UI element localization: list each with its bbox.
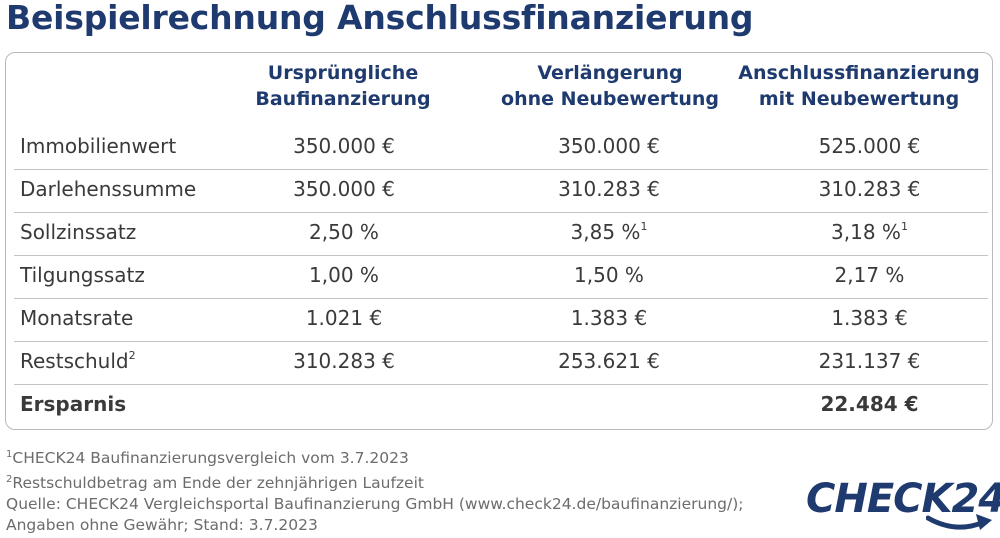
table-cell: 1.383 € [570,306,648,330]
column-header-line: Anschlussfinanzierung [738,62,980,84]
source-note: Quelle: CHECK24 Vergleichsportal Baufina… [6,495,744,513]
footnote-1: 1CHECK24 Baufinanzierungsvergleich vom 3… [6,449,409,467]
table-cell: 3,85 %1 [570,220,648,244]
column-header-extension: Verlängerung ohne Neubewertung [485,60,735,112]
logo-text: CHECK24 [806,476,1000,522]
table-row: Monatsrate 1.021 € 1.383 € 1.383 € [14,299,988,342]
footnotes: 1CHECK24 Baufinanzierungsvergleich vom 3… [6,444,743,536]
table-cell: 1.021 € [305,306,383,330]
savings-value: 22.484 € [820,392,919,416]
row-label: Restschuld2 [20,349,136,373]
table-cell: 1.383 € [831,306,908,330]
table-cell: 310.283 € [818,177,921,201]
table-cell: 350.000 € [293,134,395,158]
column-header-original: Ursprüngliche Baufinanzierung [238,60,448,112]
footnote-2: 2Restschuldbetrag am Ende der zehnjährig… [6,474,424,492]
table-cell: 231.137 € [818,349,921,373]
page-title: Beispielrechnung Anschlussfinanzierung [6,0,754,37]
table-cell: 1,00 % [309,263,379,287]
savings-row: Ersparnis 22.484 € [14,385,988,427]
row-label: Monatsrate [20,306,134,330]
table-row: Sollzinssatz 2,50 % 3,85 %1 3,18 %1 [14,213,988,256]
table-cell: 2,50 % [309,220,379,244]
check24-logo: CHECK24 [806,476,1000,534]
table-cell: 350.000 € [558,134,660,158]
swoosh-arrow-icon [926,514,992,530]
row-label: Immobilienwert [20,134,177,158]
table-cell: 253.621 € [558,349,660,373]
table-row: Tilgungssatz 1,00 % 1,50 % 2,17 % [14,256,988,299]
column-header-line: mit Neubewertung [758,88,960,110]
table-cell: 525.000 € [818,134,921,158]
table-cell: 310.283 € [558,177,660,201]
column-header-line: ohne Neubewertung [501,88,719,110]
savings-label: Ersparnis [20,392,127,416]
table-row: Darlehenssumme 350.000 € 310.283 € 310.2… [14,170,988,213]
row-label: Sollzinssatz [20,220,137,244]
table-cell: 310.283 € [293,349,395,373]
table-cell: 3,18 %1 [831,220,908,244]
comparison-table [5,52,993,430]
table-row: Restschuld2 310.283 € 253.621 € 231.137 … [14,342,988,385]
table-cell: 1,50 % [574,263,644,287]
table-cell: 2,17 % [834,263,905,287]
row-label: Darlehenssumme [20,177,197,201]
table-row: Immobilienwert 350.000 € 350.000 € 525.0… [14,127,988,170]
table-cell: 350.000 € [293,177,395,201]
row-label: Tilgungssatz [20,263,145,287]
column-header-line: Verlängerung [537,62,683,84]
disclaimer-note: Angaben ohne Gewähr; Stand: 3.7.2023 [6,516,318,534]
column-header-line: Ursprüngliche [267,62,419,84]
column-header-line: Baufinanzierung [255,88,431,110]
column-header-refinancing: Anschlussfinanzierung mit Neubewertung [728,60,990,112]
